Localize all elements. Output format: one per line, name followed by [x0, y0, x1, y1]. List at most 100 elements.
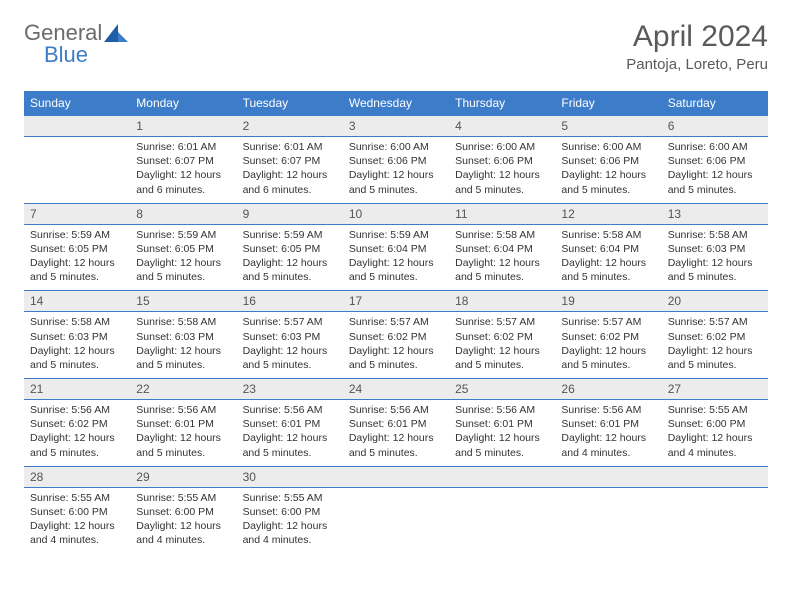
day-number: 21: [24, 378, 130, 400]
calendar-cell: [449, 466, 555, 554]
month-title: April 2024: [626, 20, 768, 54]
day-number: 18: [449, 290, 555, 312]
calendar-body: 1Sunrise: 6:01 AMSunset: 6:07 PMDaylight…: [24, 115, 768, 553]
calendar-cell: 7Sunrise: 5:59 AMSunset: 6:05 PMDaylight…: [24, 203, 130, 291]
day-number: 1: [130, 115, 236, 137]
day-body: Sunrise: 5:56 AMSunset: 6:01 PMDaylight:…: [237, 400, 343, 466]
calendar-cell: 4Sunrise: 6:00 AMSunset: 6:06 PMDaylight…: [449, 115, 555, 203]
weekday-header: Saturday: [662, 91, 768, 115]
calendar-row: 28Sunrise: 5:55 AMSunset: 6:00 PMDayligh…: [24, 466, 768, 554]
day-number: 17: [343, 290, 449, 312]
day-number: 24: [343, 378, 449, 400]
day-number: 27: [662, 378, 768, 400]
day-number: 2: [237, 115, 343, 137]
day-body: Sunrise: 5:59 AMSunset: 6:05 PMDaylight:…: [130, 225, 236, 291]
calendar-cell: 12Sunrise: 5:58 AMSunset: 6:04 PMDayligh…: [555, 203, 661, 291]
calendar-cell: 5Sunrise: 6:00 AMSunset: 6:06 PMDaylight…: [555, 115, 661, 203]
day-number: 30: [237, 466, 343, 488]
day-body: Sunrise: 5:55 AMSunset: 6:00 PMDaylight:…: [237, 488, 343, 554]
calendar-cell: 13Sunrise: 5:58 AMSunset: 6:03 PMDayligh…: [662, 203, 768, 291]
day-body: Sunrise: 6:01 AMSunset: 6:07 PMDaylight:…: [130, 137, 236, 203]
day-number: [24, 115, 130, 137]
day-number: 13: [662, 203, 768, 225]
day-number: 16: [237, 290, 343, 312]
calendar-cell: 26Sunrise: 5:56 AMSunset: 6:01 PMDayligh…: [555, 378, 661, 466]
calendar-cell: 20Sunrise: 5:57 AMSunset: 6:02 PMDayligh…: [662, 290, 768, 378]
calendar-cell: 24Sunrise: 5:56 AMSunset: 6:01 PMDayligh…: [343, 378, 449, 466]
day-body: Sunrise: 5:57 AMSunset: 6:03 PMDaylight:…: [237, 312, 343, 378]
day-number: 25: [449, 378, 555, 400]
day-body: Sunrise: 5:55 AMSunset: 6:00 PMDaylight:…: [24, 488, 130, 554]
day-number: 9: [237, 203, 343, 225]
day-body: Sunrise: 6:00 AMSunset: 6:06 PMDaylight:…: [662, 137, 768, 203]
logo-text-blue-wrap: Blue: [44, 42, 88, 68]
calendar-cell: 16Sunrise: 5:57 AMSunset: 6:03 PMDayligh…: [237, 290, 343, 378]
calendar-cell: 8Sunrise: 5:59 AMSunset: 6:05 PMDaylight…: [130, 203, 236, 291]
day-body: Sunrise: 5:57 AMSunset: 6:02 PMDaylight:…: [449, 312, 555, 378]
day-number: 5: [555, 115, 661, 137]
day-body: Sunrise: 5:58 AMSunset: 6:03 PMDaylight:…: [130, 312, 236, 378]
day-number: 4: [449, 115, 555, 137]
day-body: Sunrise: 5:58 AMSunset: 6:04 PMDaylight:…: [449, 225, 555, 291]
calendar-cell: 23Sunrise: 5:56 AMSunset: 6:01 PMDayligh…: [237, 378, 343, 466]
calendar-cell: 25Sunrise: 5:56 AMSunset: 6:01 PMDayligh…: [449, 378, 555, 466]
calendar-head: SundayMondayTuesdayWednesdayThursdayFrid…: [24, 91, 768, 115]
logo-triangle-icon: [104, 24, 128, 42]
day-number: 23: [237, 378, 343, 400]
calendar-row: 1Sunrise: 6:01 AMSunset: 6:07 PMDaylight…: [24, 115, 768, 203]
weekday-header: Friday: [555, 91, 661, 115]
day-body: Sunrise: 6:00 AMSunset: 6:06 PMDaylight:…: [449, 137, 555, 203]
calendar-row: 21Sunrise: 5:56 AMSunset: 6:02 PMDayligh…: [24, 378, 768, 466]
calendar-cell: 6Sunrise: 6:00 AMSunset: 6:06 PMDaylight…: [662, 115, 768, 203]
day-number: 22: [130, 378, 236, 400]
day-number: 12: [555, 203, 661, 225]
day-body: Sunrise: 5:58 AMSunset: 6:04 PMDaylight:…: [555, 225, 661, 291]
calendar-cell: 30Sunrise: 5:55 AMSunset: 6:00 PMDayligh…: [237, 466, 343, 554]
calendar-cell: [24, 115, 130, 203]
calendar-cell: [343, 466, 449, 554]
day-number: 19: [555, 290, 661, 312]
header: General April 2024 Pantoja, Loreto, Peru: [24, 20, 768, 73]
day-body: Sunrise: 6:00 AMSunset: 6:06 PMDaylight:…: [555, 137, 661, 203]
day-number: 3: [343, 115, 449, 137]
day-number: 11: [449, 203, 555, 225]
calendar-table: SundayMondayTuesdayWednesdayThursdayFrid…: [24, 91, 768, 553]
calendar-cell: 17Sunrise: 5:57 AMSunset: 6:02 PMDayligh…: [343, 290, 449, 378]
weekday-header: Thursday: [449, 91, 555, 115]
day-body: Sunrise: 5:56 AMSunset: 6:01 PMDaylight:…: [130, 400, 236, 466]
day-number: 6: [662, 115, 768, 137]
day-body: Sunrise: 6:01 AMSunset: 6:07 PMDaylight:…: [237, 137, 343, 203]
day-number: 28: [24, 466, 130, 488]
day-body: Sunrise: 5:55 AMSunset: 6:00 PMDaylight:…: [662, 400, 768, 466]
calendar-cell: 18Sunrise: 5:57 AMSunset: 6:02 PMDayligh…: [449, 290, 555, 378]
day-number: 10: [343, 203, 449, 225]
day-number: 15: [130, 290, 236, 312]
day-body: Sunrise: 5:56 AMSunset: 6:01 PMDaylight:…: [449, 400, 555, 466]
day-body: Sunrise: 5:57 AMSunset: 6:02 PMDaylight:…: [662, 312, 768, 378]
calendar-cell: 15Sunrise: 5:58 AMSunset: 6:03 PMDayligh…: [130, 290, 236, 378]
day-body: Sunrise: 5:56 AMSunset: 6:02 PMDaylight:…: [24, 400, 130, 466]
calendar-cell: 22Sunrise: 5:56 AMSunset: 6:01 PMDayligh…: [130, 378, 236, 466]
day-body: Sunrise: 5:57 AMSunset: 6:02 PMDaylight:…: [343, 312, 449, 378]
day-number: [449, 466, 555, 488]
day-body: Sunrise: 5:59 AMSunset: 6:04 PMDaylight:…: [343, 225, 449, 291]
day-number: 7: [24, 203, 130, 225]
day-body: Sunrise: 5:55 AMSunset: 6:00 PMDaylight:…: [130, 488, 236, 554]
title-block: April 2024 Pantoja, Loreto, Peru: [626, 20, 768, 73]
day-number: 26: [555, 378, 661, 400]
weekday-header: Tuesday: [237, 91, 343, 115]
day-number: 14: [24, 290, 130, 312]
day-body: Sunrise: 5:58 AMSunset: 6:03 PMDaylight:…: [662, 225, 768, 291]
weekday-header: Wednesday: [343, 91, 449, 115]
day-number: 29: [130, 466, 236, 488]
day-number: 8: [130, 203, 236, 225]
calendar-cell: 10Sunrise: 5:59 AMSunset: 6:04 PMDayligh…: [343, 203, 449, 291]
calendar-cell: 19Sunrise: 5:57 AMSunset: 6:02 PMDayligh…: [555, 290, 661, 378]
day-body: Sunrise: 5:57 AMSunset: 6:02 PMDaylight:…: [555, 312, 661, 378]
day-number: [343, 466, 449, 488]
calendar-cell: [555, 466, 661, 554]
calendar-cell: 27Sunrise: 5:55 AMSunset: 6:00 PMDayligh…: [662, 378, 768, 466]
calendar-cell: 29Sunrise: 5:55 AMSunset: 6:00 PMDayligh…: [130, 466, 236, 554]
day-number: [662, 466, 768, 488]
calendar-cell: 14Sunrise: 5:58 AMSunset: 6:03 PMDayligh…: [24, 290, 130, 378]
